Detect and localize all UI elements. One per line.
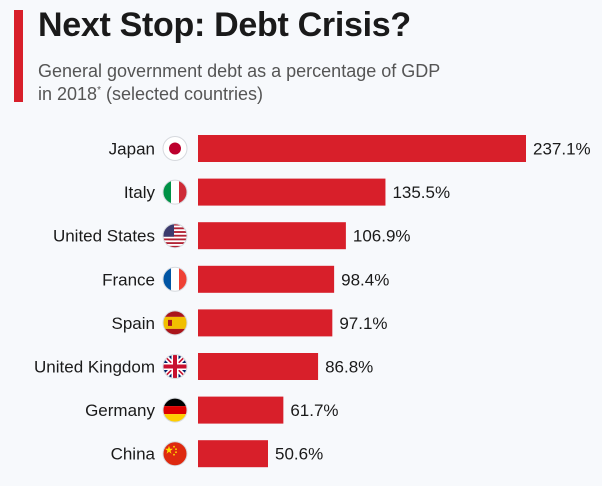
footnote-marker: * [97,85,101,96]
category-label-italy: Italy [124,183,156,202]
category-label-germany: Germany [85,401,155,420]
uk-flag-icon [162,354,188,379]
value-label-united-kingdom: 86.8% [325,358,373,377]
bar-row-italy: Italy 135.5% [124,178,450,206]
bar-france [198,265,335,293]
bar-row-japan: Japan 237.1% [109,135,591,162]
subtitle-line-1: General government debt as a percentage … [38,61,441,81]
bar-united-kingdom [198,353,319,380]
bar-row-united-states: United States 106.9% [53,222,411,250]
china-flag-icon [162,441,188,467]
subtitle-line-2-end: (selected countries) [100,84,264,104]
category-label-france: France [102,270,155,289]
value-label-spain: 97.1% [339,314,387,333]
bar-row-france: France 98.4% [102,265,389,293]
category-label-united-kingdom: United Kingdom [34,358,155,377]
bar-row-germany: Germany 61.7% [85,396,339,424]
usa-flag-icon [162,223,188,249]
japan-flag-icon [162,136,188,161]
spain-flag-icon [162,310,188,336]
value-label-italy: 135.5% [392,183,450,202]
value-label-japan: 237.1% [533,140,591,159]
value-label-china: 50.6% [275,445,323,464]
title-accent-bar [14,10,23,102]
bar-japan [198,135,526,162]
category-label-china: China [111,445,156,464]
category-label-japan: Japan [109,140,155,159]
france-flag-icon [162,266,188,292]
italy-flag-icon [162,179,188,205]
category-label-united-states: United States [53,227,155,246]
germany-flag-icon [162,397,188,423]
bar-row-china: China 50.6% [111,440,323,468]
category-label-spain: Spain [112,314,155,333]
bar-united-states [198,222,346,250]
value-label-france: 98.4% [341,270,389,289]
value-label-germany: 61.7% [290,401,338,420]
bar-row-united-kingdom: United Kingdom 86.8% [34,353,373,380]
value-label-united-states: 106.9% [353,227,411,246]
chart-subtitle: General government debt as a percentage … [38,60,440,106]
bar-spain [198,309,333,337]
chart-title: Next Stop: Debt Crisis? [38,6,411,44]
bar-row-spain: Spain 97.1% [112,309,388,337]
bar-italy [198,178,386,206]
bar-china [198,440,268,468]
subtitle-line-2-start: in 2018 [38,84,98,104]
bar-germany [198,396,284,424]
